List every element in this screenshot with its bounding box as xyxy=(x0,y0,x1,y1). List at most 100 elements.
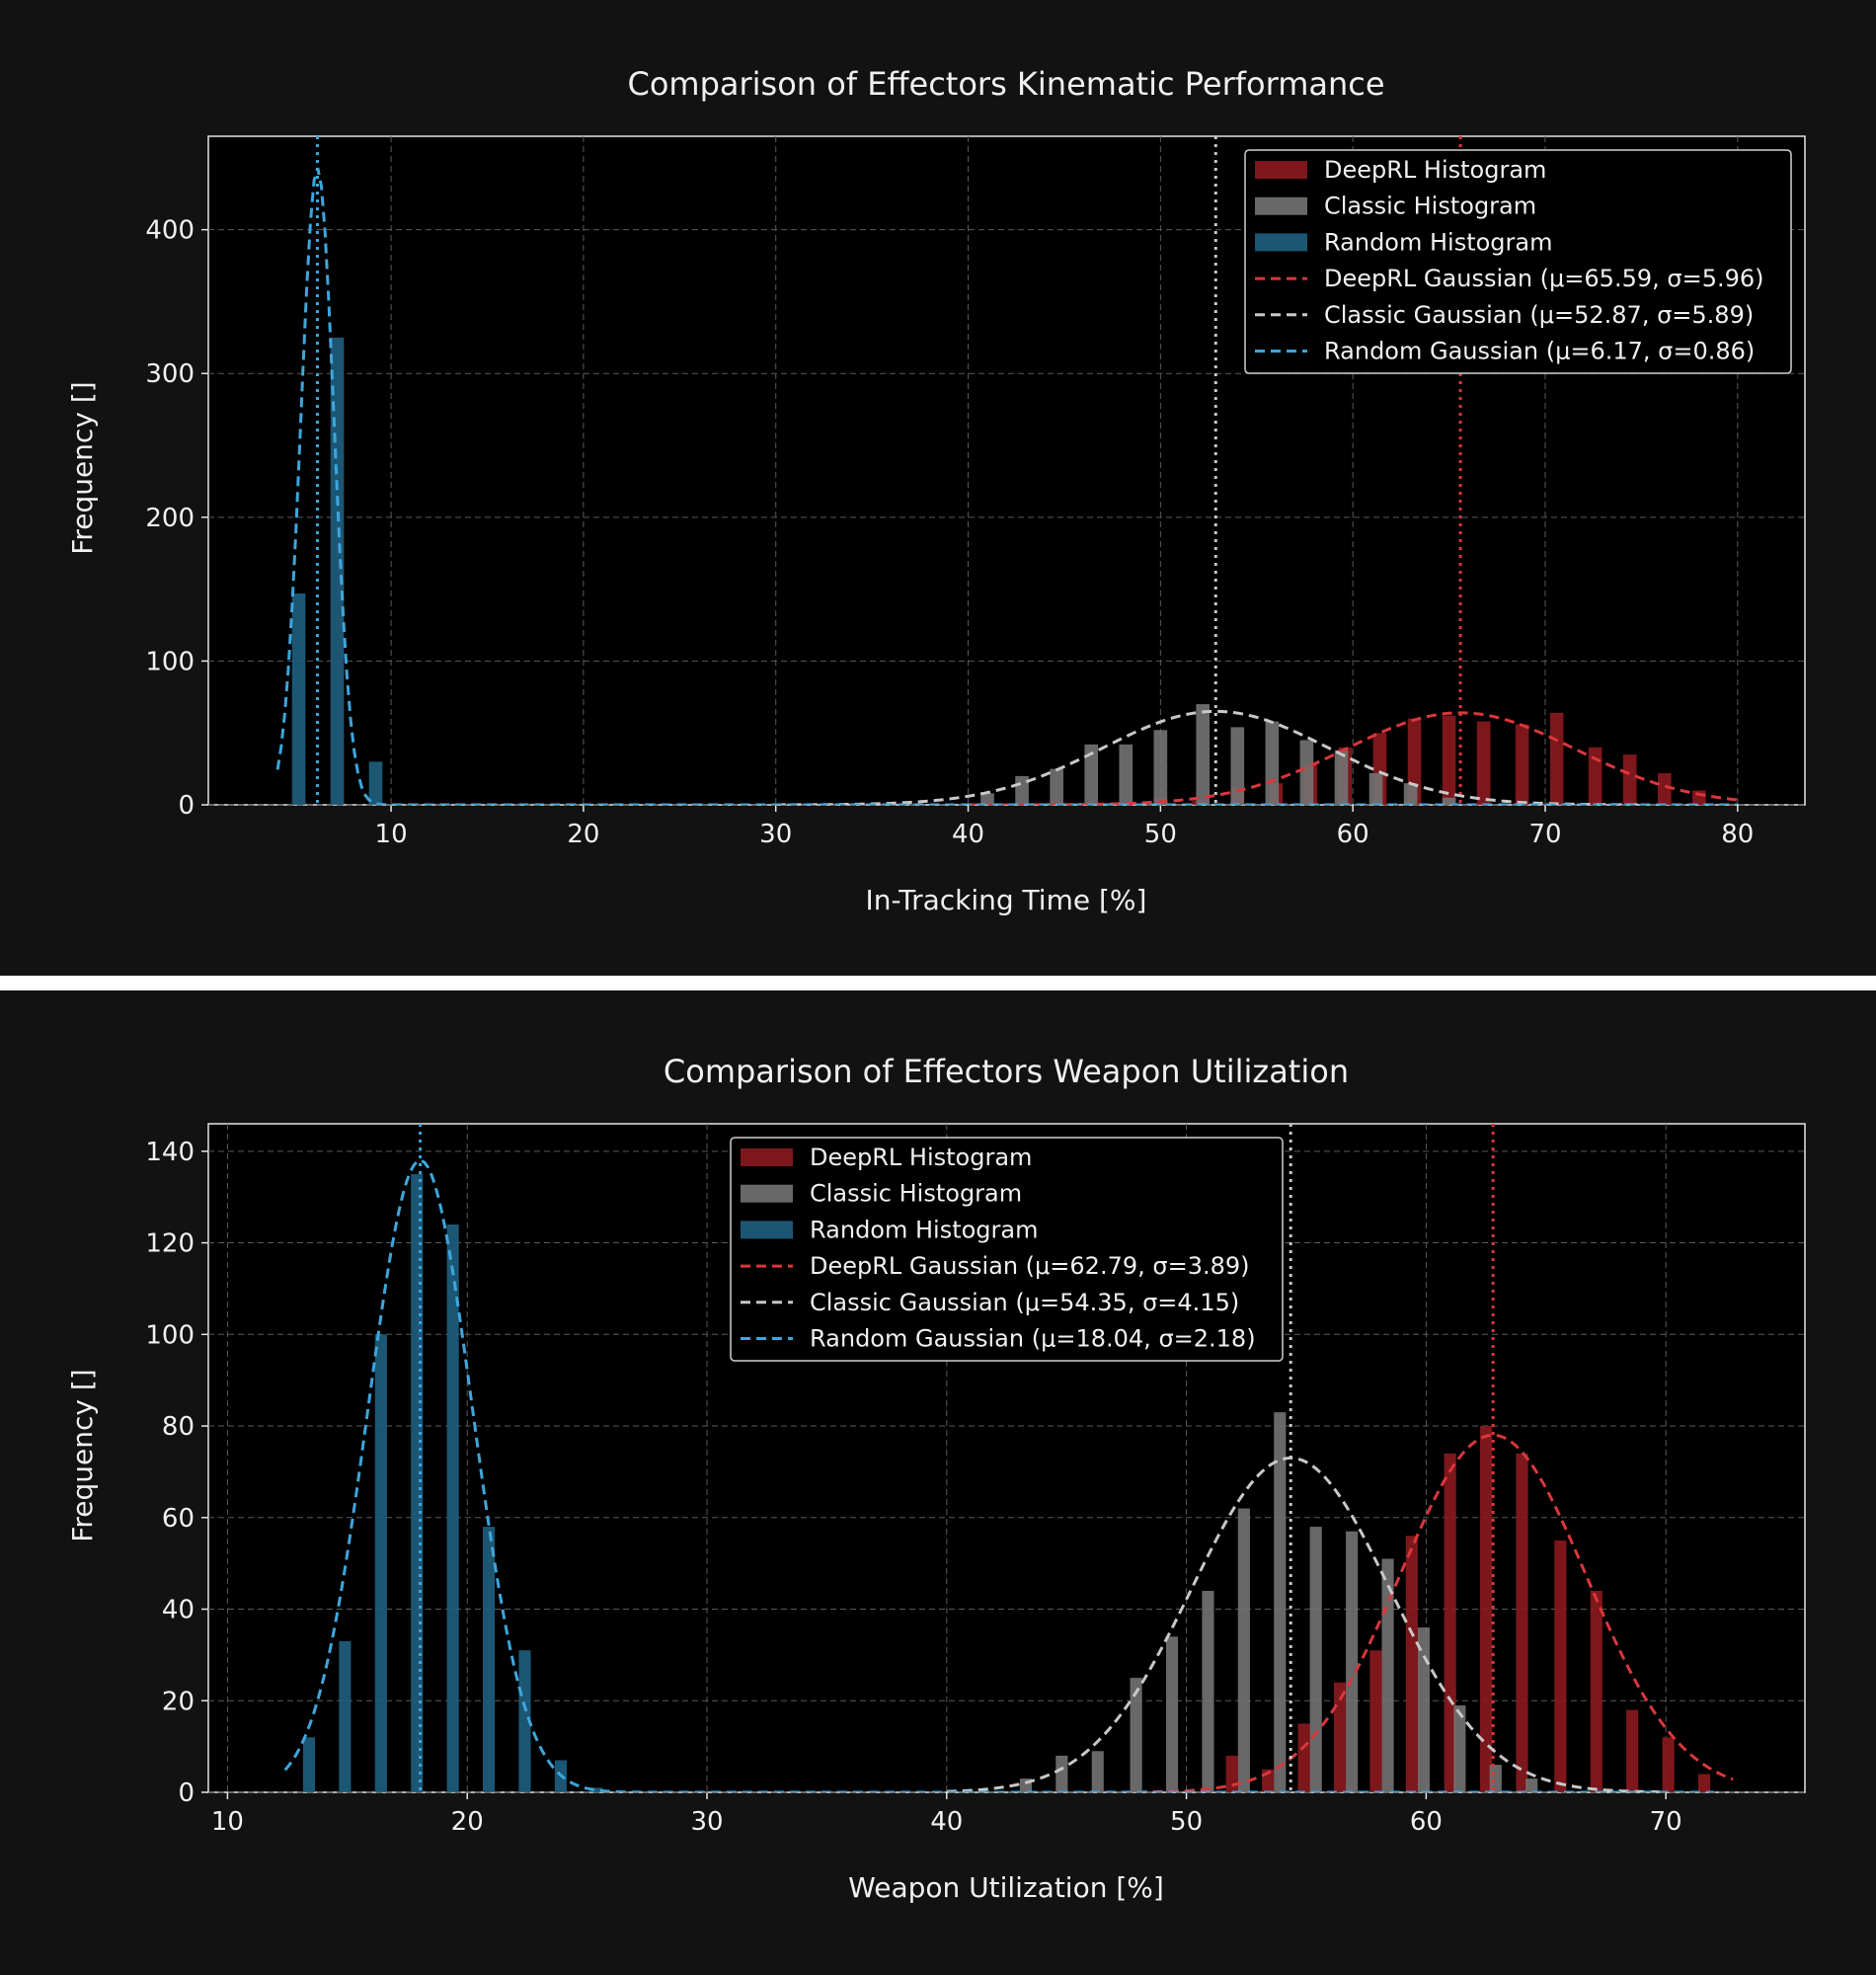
classic-histogram-bar xyxy=(1403,783,1418,805)
x-axis-label: Weapon Utilization [%] xyxy=(848,1871,1164,1904)
classic-histogram-bar xyxy=(1091,1751,1104,1792)
deeprl-histogram-bar xyxy=(1588,747,1602,805)
legend-swatch xyxy=(741,1184,793,1203)
random-histogram-bar xyxy=(374,1334,387,1792)
classic-histogram-bar xyxy=(1130,1678,1142,1792)
legend-label: DeepRL Histogram xyxy=(1324,156,1546,184)
legend-box xyxy=(730,1137,1284,1362)
random-histogram-bar xyxy=(368,761,383,805)
deeprl-histogram-bar xyxy=(1515,724,1529,805)
legend-label: Classic Gaussian (μ=54.35, σ=4.15) xyxy=(810,1289,1239,1316)
deeprl-histogram-bar xyxy=(1626,1709,1639,1792)
legend-swatch xyxy=(741,1148,793,1166)
random-histogram-bar xyxy=(330,337,345,805)
legend-swatch xyxy=(1255,197,1307,215)
legend-label: DeepRL Gaussian (μ=65.59, σ=5.96) xyxy=(1324,265,1764,292)
deeprl-histogram-bar xyxy=(1369,1650,1382,1792)
legend-label: DeepRL Gaussian (μ=62.79, σ=3.89) xyxy=(810,1252,1250,1280)
x-tick-label: 30 xyxy=(690,1807,723,1837)
deeprl-histogram-bar xyxy=(1405,1536,1418,1792)
classic-histogram-bar xyxy=(1165,1636,1179,1792)
classic-histogram-bar xyxy=(1237,1508,1250,1792)
legend-label: Random Histogram xyxy=(810,1216,1039,1243)
legend-swatch xyxy=(1255,161,1307,179)
y-tick-label: 100 xyxy=(145,1320,195,1350)
weapon-utilization-chart: Comparison of Effectors Weapon Utilizati… xyxy=(66,1053,1806,1904)
legend-label: Random Gaussian (μ=6.17, σ=0.86) xyxy=(1324,338,1755,365)
x-tick-label: 60 xyxy=(1410,1807,1443,1837)
classic-histogram-bar xyxy=(1119,744,1133,805)
deeprl-histogram-bar xyxy=(1476,721,1491,805)
random-histogram-bar xyxy=(482,1527,496,1792)
classic-histogram-bar xyxy=(1417,1627,1431,1792)
y-tick-label: 400 xyxy=(145,216,195,246)
deeprl-histogram-bar xyxy=(1480,1426,1493,1792)
classic-histogram-bar xyxy=(1368,772,1383,805)
classic-histogram-bar xyxy=(1381,1558,1394,1792)
y-tick-label: 20 xyxy=(162,1687,195,1716)
legend-label: Random Gaussian (μ=18.04, σ=2.18) xyxy=(810,1325,1256,1353)
classic-histogram-bar xyxy=(1299,740,1314,805)
x-tick-label: 40 xyxy=(952,820,984,849)
plot-content xyxy=(283,1124,1734,1792)
classic-histogram-bar xyxy=(1334,750,1349,805)
classic-histogram-bar xyxy=(1050,768,1063,805)
legend-label: Classic Gaussian (μ=52.87, σ=5.89) xyxy=(1324,301,1754,329)
y-tick-label: 140 xyxy=(145,1138,195,1167)
deeprl-histogram-bar xyxy=(1692,790,1706,805)
classic-histogram-bar xyxy=(980,793,994,805)
legend-swatch xyxy=(741,1221,793,1239)
classic-histogram-bar xyxy=(1309,1527,1322,1792)
classic-histogram-bar xyxy=(1230,727,1245,805)
deeprl-histogram-bar xyxy=(1662,1737,1675,1792)
x-tick-label: 80 xyxy=(1721,820,1754,849)
classic-histogram-bar xyxy=(1084,744,1099,805)
kinematic-performance-chart: Comparison of Effectors Kinematic Perfor… xyxy=(66,65,1806,916)
legend-label: Classic Histogram xyxy=(810,1180,1022,1208)
x-tick-label: 20 xyxy=(451,1807,484,1837)
classic-histogram-bar xyxy=(1346,1531,1359,1792)
legend: DeepRL Histogram Classic Histogram Random … xyxy=(1244,149,1792,374)
random-histogram-bar xyxy=(590,1787,603,1792)
deeprl-histogram-bar xyxy=(1657,772,1672,805)
x-tick-label: 10 xyxy=(211,1807,244,1837)
y-axis-label: Frequency [] xyxy=(66,1369,99,1541)
x-tick-label: 60 xyxy=(1337,820,1369,849)
deeprl-histogram-bar xyxy=(1622,754,1637,805)
x-tick-label: 10 xyxy=(375,820,408,849)
y-tick-label: 100 xyxy=(145,647,195,676)
deeprl-histogram-bar xyxy=(1697,1774,1711,1792)
classic-histogram-bar xyxy=(1453,1704,1466,1792)
x-tick-label: 50 xyxy=(1170,1807,1203,1837)
y-tick-label: 60 xyxy=(162,1504,195,1534)
y-tick-label: 120 xyxy=(145,1229,195,1259)
x-tick-label: 20 xyxy=(567,820,599,849)
y-tick-label: 300 xyxy=(145,359,195,389)
deeprl-histogram-bar xyxy=(1590,1590,1602,1792)
deeprl-histogram-bar xyxy=(1516,1453,1528,1792)
random-histogram-bar xyxy=(302,1737,316,1792)
random-histogram-bar xyxy=(518,1650,531,1792)
deeprl-histogram-bar xyxy=(1225,1755,1238,1792)
chart-title: Comparison of Effectors Kinematic Perfor… xyxy=(627,65,1384,103)
classic-histogram-bar xyxy=(1274,1412,1287,1792)
classic-histogram-bar xyxy=(1196,704,1211,805)
x-tick-label: 50 xyxy=(1144,820,1177,849)
x-axis-label: In-Tracking Time [%] xyxy=(866,884,1147,916)
y-tick-label: 80 xyxy=(162,1412,195,1442)
classic-gaussian-curve xyxy=(775,709,1642,805)
chart-title: Comparison of Effectors Weapon Utilizati… xyxy=(664,1053,1349,1090)
classic-histogram-bar xyxy=(1202,1590,1214,1792)
y-tick-label: 40 xyxy=(162,1596,195,1625)
x-tick-label: 30 xyxy=(759,820,792,849)
x-tick-label: 70 xyxy=(1650,1807,1682,1837)
y-axis-label: Frequency [] xyxy=(66,381,99,554)
x-tick-label: 70 xyxy=(1528,820,1561,849)
classic-histogram-bar xyxy=(1489,1765,1502,1792)
legend: DeepRL Histogram Classic Histogram Random … xyxy=(730,1137,1284,1362)
deeprl-histogram-bar xyxy=(1442,715,1456,805)
random-histogram-bar xyxy=(446,1224,459,1792)
legend-label: Random Histogram xyxy=(1324,228,1553,256)
deeprl-histogram-bar xyxy=(1297,1723,1310,1792)
